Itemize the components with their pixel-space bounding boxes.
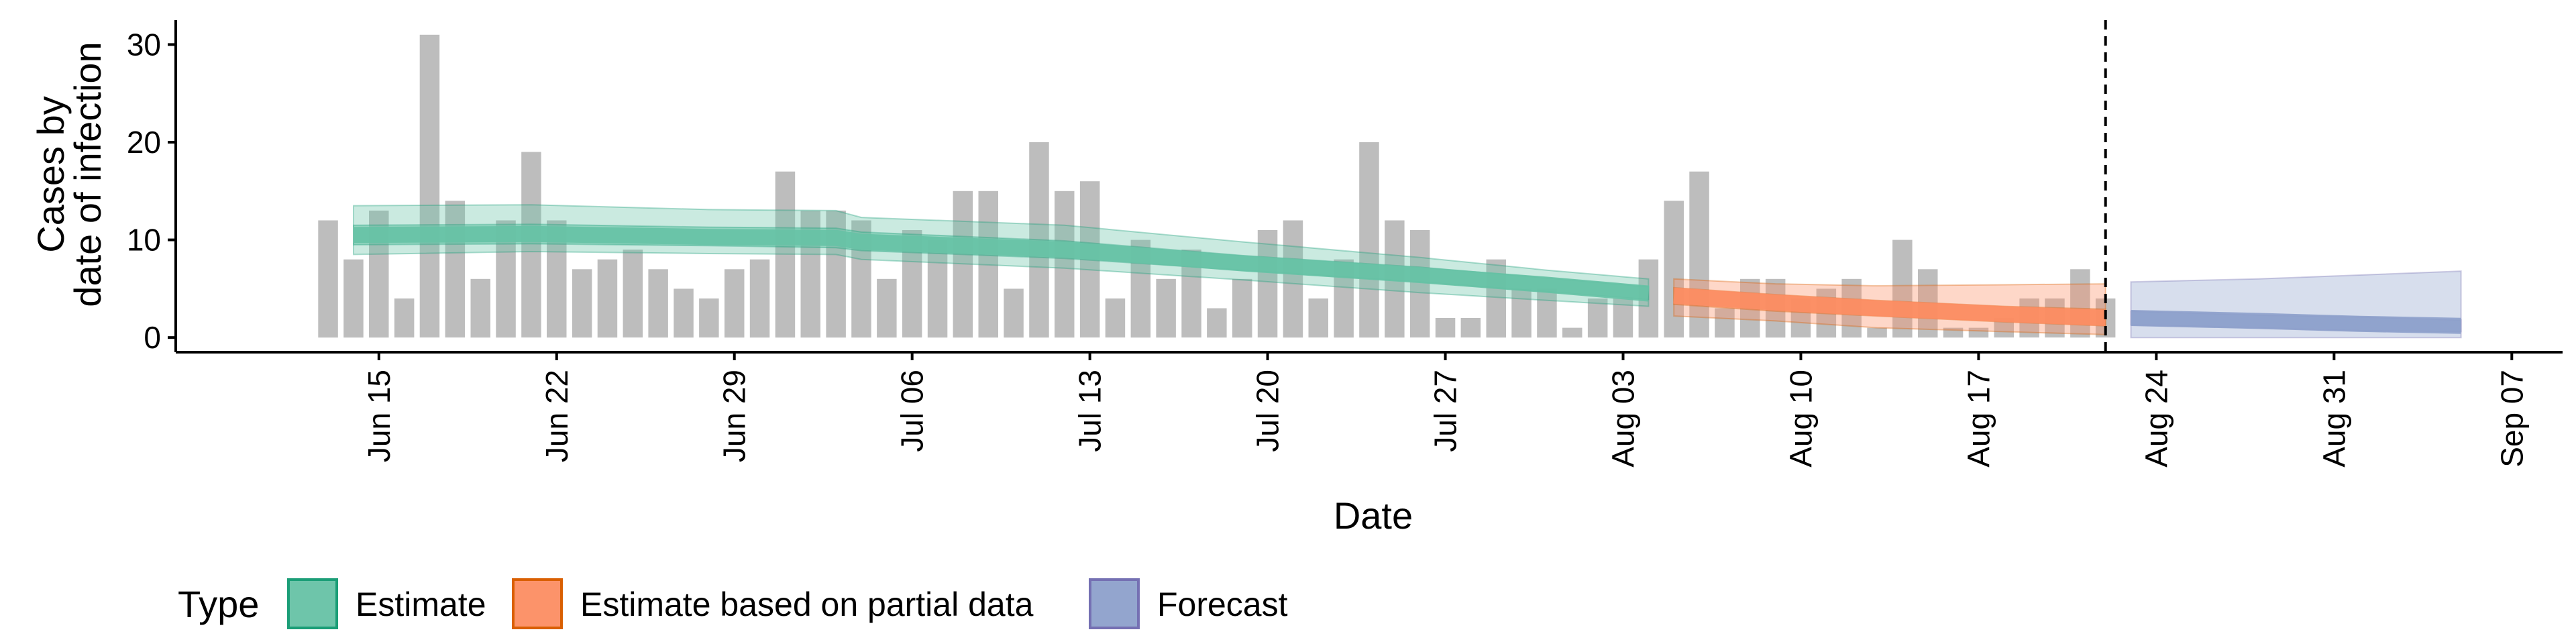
case-bar bbox=[953, 191, 973, 338]
case-bar bbox=[674, 288, 694, 338]
case-bar bbox=[343, 259, 364, 338]
case-bar bbox=[1867, 327, 1887, 338]
case-bar bbox=[1689, 171, 1709, 338]
axes-layer: 0 10 20 30 Jun 15 Jun 22 Jun 29 Jul 06 Jul 13 Jul… bbox=[127, 20, 2563, 468]
x-tick-label: Aug 10 bbox=[1784, 370, 1819, 468]
case-bar bbox=[1537, 288, 1557, 338]
x-tick-label: Jul 06 bbox=[895, 370, 930, 452]
case-bar bbox=[1892, 239, 1913, 338]
case-bar bbox=[1664, 201, 1684, 338]
y-tick-label: 0 bbox=[144, 320, 161, 355]
series-estimate-based-on-partial-data bbox=[1673, 278, 2106, 335]
case-bar bbox=[1283, 220, 1303, 338]
case-bar bbox=[1715, 308, 1735, 338]
case-bar bbox=[1257, 230, 1278, 338]
case-bar bbox=[2070, 269, 2090, 338]
case-bar bbox=[470, 278, 490, 338]
x-tick-label: Sep 07 bbox=[2494, 370, 2529, 468]
case-bar bbox=[572, 269, 592, 338]
legend-label: Forecast bbox=[1157, 586, 1288, 623]
case-bar bbox=[1562, 327, 1582, 338]
y-tick-label: 10 bbox=[127, 223, 161, 258]
case-bar bbox=[597, 259, 618, 338]
median-line bbox=[2131, 310, 2461, 334]
y-tick-label: 20 bbox=[127, 125, 161, 160]
series-estimate bbox=[353, 204, 1650, 307]
median-line bbox=[1673, 287, 2106, 326]
case-bar bbox=[1055, 191, 1075, 338]
case-bar bbox=[1511, 288, 1532, 338]
case-bar bbox=[1943, 327, 1964, 338]
case-bar bbox=[1409, 230, 1430, 338]
legend-item: Forecast bbox=[1089, 578, 1288, 629]
case-bar bbox=[775, 171, 796, 338]
x-tick-label: Jul 20 bbox=[1250, 370, 1285, 452]
x-tick-label: Jun 22 bbox=[539, 370, 574, 462]
case-bar bbox=[978, 191, 998, 338]
x-tick-label: Aug 31 bbox=[2316, 370, 2351, 468]
legend-label: Estimate bbox=[356, 586, 486, 623]
case-bar bbox=[1613, 298, 1633, 338]
case-bar bbox=[1308, 298, 1328, 338]
series-forecast bbox=[2130, 270, 2462, 339]
y-tick-label: 30 bbox=[127, 27, 161, 62]
case-bar bbox=[1587, 298, 1608, 338]
case-bar bbox=[699, 298, 719, 338]
y-axis-title-line2: date of infection bbox=[66, 42, 109, 307]
case-bar bbox=[877, 278, 897, 338]
case-bar bbox=[1460, 318, 1481, 338]
legend-swatch bbox=[512, 578, 563, 629]
case-bar bbox=[648, 269, 668, 338]
legend: Type Estimate Estimate based on partial d… bbox=[178, 578, 1288, 629]
case-bar bbox=[394, 298, 415, 338]
legend-item: Estimate based on partial data bbox=[512, 578, 1034, 629]
x-tick-label: Jun 29 bbox=[717, 370, 752, 462]
case-bar bbox=[1232, 278, 1252, 338]
legend-title: Type bbox=[178, 583, 259, 625]
ribbons-layer bbox=[353, 204, 2462, 339]
y-axis-title: Cases by date of infection bbox=[30, 42, 109, 307]
x-tick-label: Jun 15 bbox=[362, 370, 396, 462]
legend-swatch bbox=[1089, 578, 1140, 629]
case-bar bbox=[445, 201, 466, 338]
x-tick-label: Aug 03 bbox=[1606, 370, 1641, 468]
y-axis-title-line1: Cases by bbox=[30, 96, 72, 252]
case-bar bbox=[1968, 327, 1989, 338]
case-bar bbox=[318, 220, 338, 338]
case-bar bbox=[1207, 308, 1227, 338]
case-bar bbox=[1359, 142, 1379, 338]
case-bar bbox=[1105, 298, 1126, 338]
case-bar bbox=[1435, 318, 1456, 338]
x-tick-label: Jul 13 bbox=[1073, 370, 1108, 452]
legend-swatch bbox=[287, 578, 338, 629]
case-bar bbox=[521, 152, 541, 338]
x-axis-title: Date bbox=[1334, 494, 1413, 537]
legend-item: Estimate bbox=[287, 578, 486, 629]
x-tick-label: Jul 27 bbox=[1428, 370, 1463, 452]
case-bar bbox=[749, 259, 770, 338]
case-bar bbox=[419, 34, 440, 338]
case-bar bbox=[927, 239, 948, 338]
case-bar bbox=[1156, 278, 1176, 338]
median-line bbox=[353, 225, 1650, 302]
x-tick-label: Aug 17 bbox=[1961, 370, 1996, 468]
legend-label: Estimate based on partial data bbox=[580, 586, 1034, 623]
case-bar bbox=[623, 250, 643, 338]
case-bar bbox=[1004, 288, 1024, 338]
x-tick-label: Aug 24 bbox=[2139, 370, 2174, 468]
case-bar bbox=[724, 269, 745, 338]
